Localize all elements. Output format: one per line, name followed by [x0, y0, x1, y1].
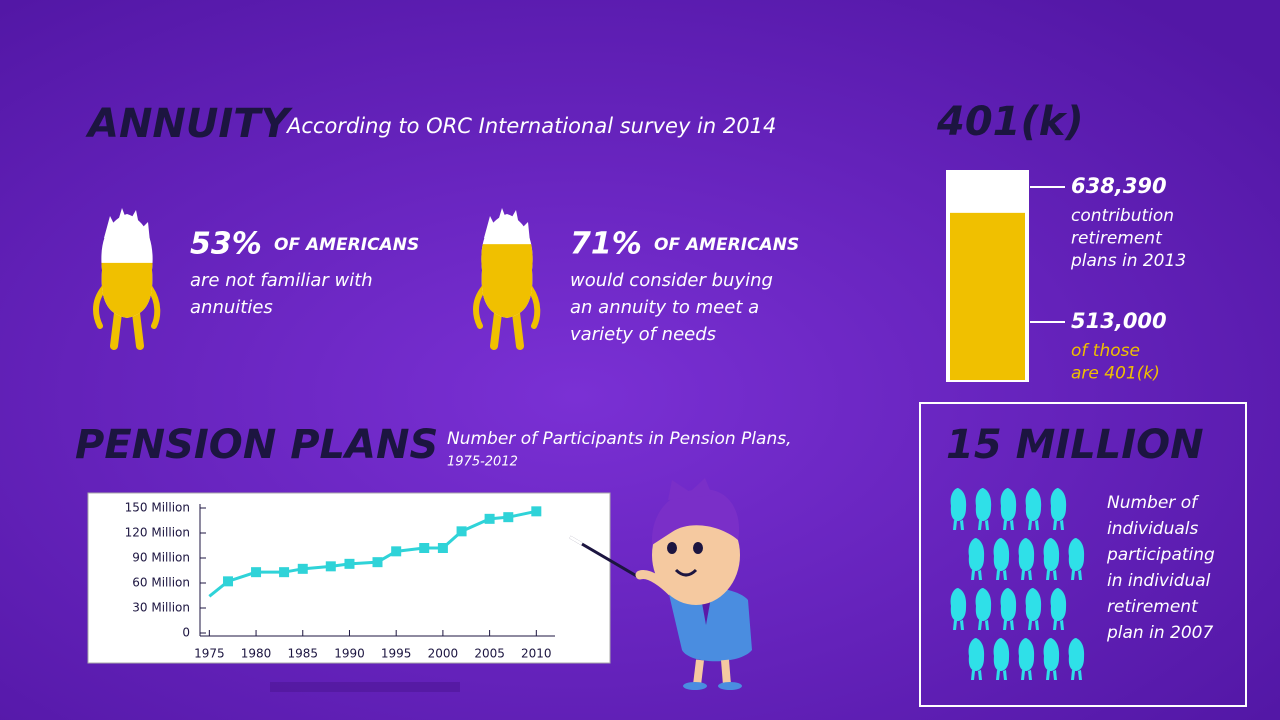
ira-icon — [968, 538, 985, 580]
presenter — [569, 478, 752, 690]
figure-leg — [490, 309, 524, 350]
x-tick-label: 1990 — [334, 647, 365, 661]
figure-body — [481, 214, 533, 318]
k401-fill — [950, 212, 1025, 380]
ira-text: participating — [1106, 545, 1215, 565]
series-marker — [391, 546, 402, 557]
pension-title: PENSION PLANS — [75, 422, 438, 468]
chart-title: Number of Participants in Pension Plans, — [447, 429, 791, 449]
y-tick-label: 150 Million — [125, 501, 190, 515]
series-marker — [419, 543, 430, 553]
ira-icon — [1043, 638, 1060, 680]
ira-icon — [1018, 538, 1035, 580]
stat-value: 71% — [570, 227, 642, 262]
x-tick-label: 1975 — [194, 647, 225, 661]
figure-body — [101, 214, 153, 318]
figure-leg — [110, 309, 144, 350]
ira-icon — [975, 488, 992, 530]
series-marker — [325, 561, 336, 572]
ira-box — [919, 402, 1247, 707]
figure — [473, 208, 541, 350]
ira-icon — [1025, 488, 1042, 530]
x-tick-label: 2005 — [474, 647, 505, 661]
stat-text: would consider buying — [570, 270, 773, 291]
series-marker — [344, 558, 355, 569]
figure-fill — [481, 244, 533, 318]
k401-text: contribution — [1071, 206, 1174, 226]
ira-icon — [1068, 538, 1085, 580]
ira-icon — [1000, 488, 1017, 530]
series-marker — [456, 526, 467, 537]
figure-arm — [93, 285, 161, 329]
x-tick-label: 2000 — [428, 647, 459, 661]
k401-text: of those — [1071, 341, 1140, 361]
x-tick-label: 1980 — [241, 647, 272, 661]
series-marker — [484, 513, 495, 524]
stat-text: annuities — [190, 297, 273, 318]
y-tick-label: 0 — [182, 626, 190, 640]
stat-headline: OF AMERICANS — [654, 235, 799, 255]
annuity-title: ANNUITY — [85, 101, 294, 147]
series-marker — [531, 506, 542, 517]
x-tick-label: 1985 — [287, 647, 318, 661]
ira-text: in individual — [1107, 571, 1211, 591]
ira-icon — [968, 638, 985, 680]
ira-text: retirement — [1107, 597, 1199, 617]
x-tick-label: 2010 — [521, 647, 552, 661]
k401-title: 401(k) — [936, 99, 1084, 145]
ira-icon — [1050, 588, 1067, 630]
x-tick-label: 1995 — [381, 647, 412, 661]
ira-text: individuals — [1107, 519, 1199, 539]
series-marker — [279, 567, 290, 578]
ira-icon — [1000, 588, 1017, 630]
figure-fill — [101, 262, 153, 318]
y-tick-label: 60 Million — [132, 576, 190, 590]
ira-icon — [1068, 638, 1085, 680]
ira-icon — [993, 538, 1010, 580]
ira-icon — [950, 588, 967, 630]
series-marker — [503, 512, 514, 523]
ira-icon — [1043, 538, 1060, 580]
y-tick-label: 90 Million — [132, 551, 190, 565]
ira-icon — [1050, 488, 1067, 530]
ira-icon — [1018, 638, 1035, 680]
ira-icon — [1025, 588, 1042, 630]
annuity-subtitle: According to ORC International survey in… — [285, 114, 776, 138]
stat-text: variety of needs — [570, 324, 716, 345]
ira-icon — [950, 488, 967, 530]
ira-text: plan in 2007 — [1106, 623, 1213, 643]
k401-text: retirement — [1071, 229, 1163, 249]
stat-text: an annuity to meet a — [570, 297, 759, 318]
figure-arm — [473, 285, 541, 329]
series-marker — [372, 557, 383, 568]
ira-icon — [993, 638, 1010, 680]
k401-value: 513,000 — [1071, 309, 1167, 333]
figure — [93, 208, 161, 350]
y-tick-label: 30 Million — [132, 601, 190, 615]
series-marker — [437, 543, 448, 553]
ira-title: 15 MILLION — [946, 422, 1204, 468]
series-marker — [297, 563, 308, 574]
ira-text: Number of — [1107, 493, 1200, 513]
k401-text: are 401(k) — [1071, 364, 1160, 384]
ira-icon — [975, 588, 992, 630]
series-marker — [223, 576, 234, 587]
series-marker — [251, 567, 262, 578]
y-tick-label: 120 Million — [125, 526, 190, 540]
stat-headline: OF AMERICANS — [274, 235, 419, 255]
stat-text: are not familiar with — [190, 270, 373, 291]
k401-value: 638,390 — [1071, 174, 1167, 198]
chart-stand — [270, 682, 460, 692]
k401-text: plans in 2013 — [1070, 251, 1186, 271]
chart-subtitle: 1975-2012 — [447, 455, 518, 470]
stat-value: 53% — [190, 227, 262, 262]
